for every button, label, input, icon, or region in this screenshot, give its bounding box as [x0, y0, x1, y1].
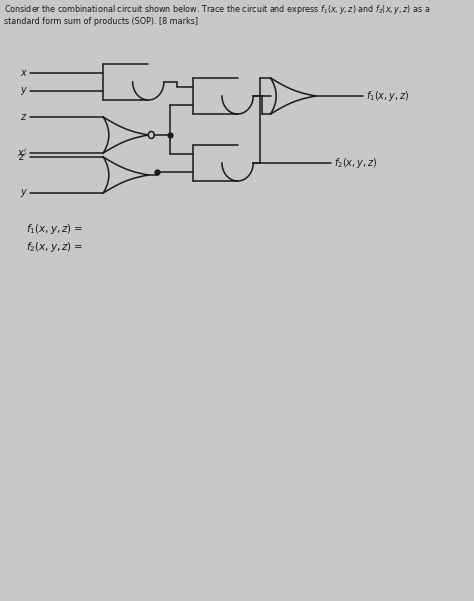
- Text: $y$: $y$: [19, 85, 28, 97]
- Text: $f_2(x, y, z) =$: $f_2(x, y, z) =$: [26, 240, 82, 254]
- Text: $y$: $y$: [19, 187, 28, 199]
- Text: $z$: $z$: [20, 112, 28, 122]
- Text: $x$: $x$: [19, 68, 28, 78]
- Text: $z'$: $z'$: [18, 151, 28, 163]
- Text: $f_1(x, y, z) =$: $f_1(x, y, z) =$: [26, 222, 82, 236]
- Text: $f_2(x, y, z)$: $f_2(x, y, z)$: [334, 156, 377, 170]
- Text: $f_1(x, y, z)$: $f_1(x, y, z)$: [366, 89, 410, 103]
- Text: Consider the combinational circuit shown below. Trace the circuit and express $f: Consider the combinational circuit shown…: [4, 3, 431, 26]
- Text: $x'$: $x'$: [18, 147, 28, 159]
